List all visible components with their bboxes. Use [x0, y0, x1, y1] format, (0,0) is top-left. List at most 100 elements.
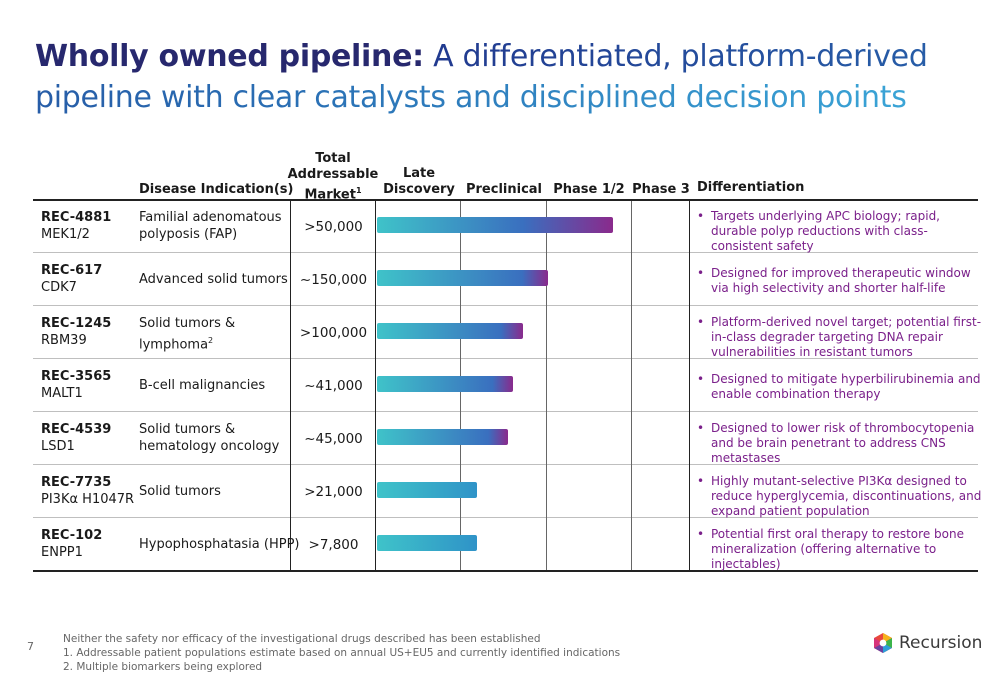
header-differentiation: Differentiation	[697, 180, 805, 195]
header-market-sup: 1	[355, 186, 362, 195]
bullet-icon: •	[697, 527, 705, 541]
addressable-market: ~150,000	[299, 272, 368, 288]
differentiation-bullet: Targets underlying APC biology; rapid, d…	[711, 209, 940, 253]
disease-line2: hematology oncology	[139, 438, 279, 455]
header-market-line2: Addressable	[287, 167, 379, 182]
program-id: REC-7735 PI3Kα H1047R	[41, 474, 134, 508]
program-target: RBM39	[41, 333, 87, 348]
disease-sup: 2	[208, 336, 214, 345]
recursion-logo-text: Recursion	[899, 633, 983, 653]
col-divider-diff	[689, 201, 690, 570]
differentiation-bullet: Designed to mitigate hyperbilirubinemia …	[711, 372, 981, 401]
disease-line2: lymphoma2	[139, 332, 235, 353]
row-divider	[33, 464, 978, 465]
disease-indication: Solid tumors & hematology oncology	[139, 421, 279, 455]
program-code: REC-617	[41, 263, 103, 278]
col-divider-phase3	[631, 201, 632, 570]
bullet-icon: •	[697, 315, 705, 329]
disease-line1: Solid tumors &	[139, 316, 236, 331]
disease-indication: Hypophosphatasia (HPP)	[139, 536, 300, 553]
recursion-logo: Recursion	[873, 632, 982, 654]
program-id: REC-102 ENPP1	[41, 527, 102, 561]
disease-indication: Solid tumors	[139, 483, 221, 500]
header-market-word: Market	[304, 187, 356, 203]
disease-line2-text: lymphoma	[139, 337, 209, 353]
program-target: ENPP1	[41, 545, 83, 560]
disease-line1: Solid tumors	[139, 484, 221, 499]
differentiation-text: • Designed to mitigate hyperbilirubinemia…	[697, 372, 982, 402]
bullet-icon: •	[697, 474, 705, 488]
program-id: REC-4881 MEK1/2	[41, 209, 111, 243]
header-disease: Disease Indication(s)	[139, 182, 294, 197]
footnote-disclaimer: Neither the safety nor efficacy of the i…	[63, 633, 541, 645]
program-code: REC-3565	[41, 369, 112, 384]
slide-title: Wholly owned pipeline: A differentiated,…	[35, 36, 965, 118]
program-code: REC-1245	[41, 316, 112, 331]
pipeline-progress-bar	[377, 376, 513, 392]
row-divider	[33, 252, 978, 253]
row-divider	[33, 305, 978, 306]
program-id: REC-4539 LSD1	[41, 421, 111, 455]
disease-line1: B-cell malignancies	[139, 378, 266, 393]
footnotes: Neither the safety nor efficacy of the i…	[63, 632, 620, 674]
pipeline-progress-bar	[377, 270, 548, 286]
table-bottom-rule	[33, 570, 978, 572]
program-target: CDK7	[41, 280, 77, 295]
differentiation-text: • Designed for improved therapeutic windo…	[697, 266, 982, 296]
header-late-line1: Late	[402, 166, 436, 181]
differentiation-bullet: Highly mutant-selective PI3Kα designed t…	[711, 474, 982, 518]
differentiation-text: • Potential first oral therapy to restore…	[697, 527, 982, 572]
program-id: REC-617 CDK7	[41, 262, 102, 296]
row-divider	[33, 517, 978, 518]
disease-line1: Solid tumors &	[139, 422, 236, 437]
slide-title-rest: A differentiated, platform-derived pipel…	[35, 39, 928, 115]
program-id: REC-1245 RBM39	[41, 315, 111, 349]
pipeline-progress-bar	[377, 482, 477, 498]
program-id: REC-3565 MALT1	[41, 368, 111, 402]
addressable-market: >50,000	[304, 219, 363, 235]
differentiation-text: • Targets underlying APC biology; rapid, …	[697, 209, 982, 254]
differentiation-bullet: Potential first oral therapy to restore …	[711, 527, 964, 571]
disease-indication: Familial adenomatous polyposis (FAP)	[139, 209, 282, 243]
program-code: REC-7735	[41, 475, 112, 490]
disease-line2: polyposis (FAP)	[139, 226, 282, 243]
header-market-line3: Market1	[287, 183, 379, 203]
footnote-2: 2. Multiple biomarkers being explored	[63, 661, 263, 673]
pipeline-progress-bar	[377, 217, 613, 233]
disease-indication: Solid tumors & lymphoma2	[139, 315, 235, 353]
pipeline-progress-bar	[377, 535, 477, 551]
header-late-line2: Discovery	[383, 182, 455, 197]
bullet-icon: •	[697, 372, 705, 386]
header-late-discovery: Late Discovery	[378, 166, 460, 198]
differentiation-text: • Platform-derived novel target; potentia…	[697, 315, 982, 360]
differentiation-bullet: Designed for improved therapeutic window…	[711, 266, 971, 295]
program-target: LSD1	[41, 439, 75, 454]
differentiation-text: • Designed to lower risk of thrombocytope…	[697, 421, 982, 466]
page-number: 7	[27, 640, 34, 653]
addressable-market: ~41,000	[304, 378, 363, 394]
disease-line1: Hypophosphatasia (HPP)	[139, 537, 300, 552]
differentiation-bullet: Platform-derived novel target; potential…	[711, 315, 982, 359]
disease-indication: B-cell malignancies	[139, 377, 265, 394]
col-divider-phase12	[546, 201, 547, 570]
differentiation-bullet: Designed to lower risk of thrombocytopen…	[711, 421, 975, 465]
program-code: REC-4881	[41, 210, 112, 225]
bullet-icon: •	[697, 266, 705, 280]
pipeline-progress-bar	[377, 323, 523, 339]
footnote-1: 1. Addressable patient populations estim…	[63, 647, 621, 659]
slide-title-bold: Wholly owned pipeline:	[35, 39, 424, 74]
disease-line2-text: hematology oncology	[139, 439, 280, 454]
program-target: MALT1	[41, 386, 83, 401]
program-target: PI3Kα H1047R	[41, 492, 135, 507]
disease-indication: Advanced solid tumors	[139, 271, 288, 288]
disease-line1: Familial adenomatous	[139, 210, 282, 225]
addressable-market: >21,000	[304, 484, 363, 500]
program-code: REC-102	[41, 528, 103, 543]
addressable-market: ~45,000	[304, 431, 363, 447]
header-market-line1: Total	[315, 151, 351, 166]
header-preclinical: Preclinical	[465, 182, 543, 197]
program-target: MEK1/2	[41, 227, 90, 242]
program-code: REC-4539	[41, 422, 112, 437]
bullet-icon: •	[697, 421, 705, 435]
header-phase12: Phase 1/2	[553, 182, 625, 197]
